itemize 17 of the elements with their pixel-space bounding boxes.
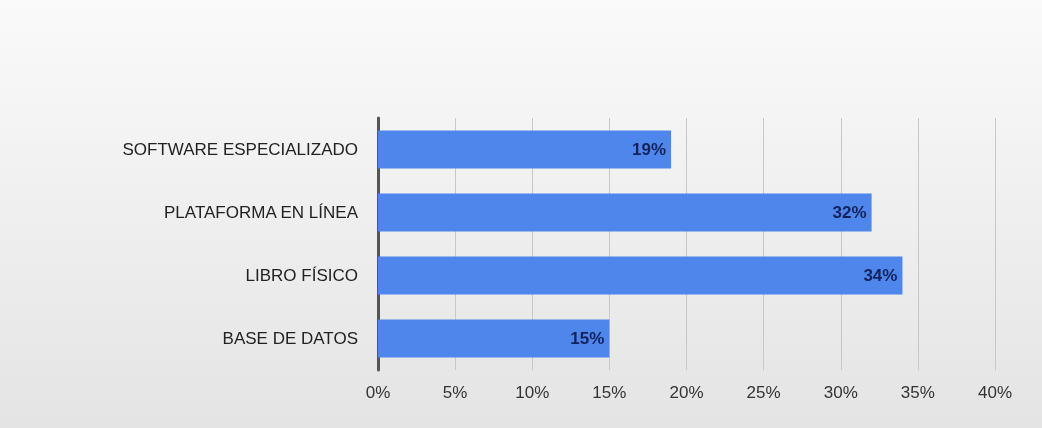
x-tick-label: 35% (900, 383, 935, 402)
x-tick-label: 20% (669, 383, 704, 402)
data-label: 34% (863, 266, 898, 285)
y-tick-label: BASE DE DATOS (222, 329, 358, 348)
data-label: 15% (570, 329, 605, 348)
y-tick-label: PLATAFORMA EN LÍNEA (164, 203, 359, 222)
x-tick-label: 10% (515, 383, 550, 402)
data-label: 19% (632, 140, 667, 159)
x-tick-label: 25% (746, 383, 781, 402)
x-tick-label: 5% (442, 383, 468, 402)
x-tick-label: 40% (977, 383, 1013, 402)
x-tick-label: 15% (592, 383, 627, 402)
y-tick-label: SOFTWARE ESPECIALIZADO (122, 140, 358, 159)
y-tick-label: LIBRO FÍSICO (245, 266, 358, 285)
x-tick-label: 30% (823, 383, 858, 402)
x-tick-label: 0% (365, 383, 391, 402)
data-label: 32% (832, 203, 867, 222)
